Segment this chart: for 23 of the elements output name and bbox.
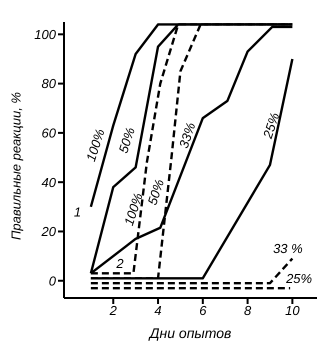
y-axis-title: Правильные реакции, % <box>8 92 24 240</box>
x-axis-title: Дни опытов <box>148 325 232 341</box>
text: 50% <box>144 177 167 207</box>
text: 50% <box>116 126 138 155</box>
x-tick-label: 6 <box>199 303 208 318</box>
series-label: 33 % <box>273 241 303 256</box>
series-label: 25% <box>285 270 312 286</box>
text: 25% <box>260 110 282 142</box>
x-tick-label: 8 <box>244 303 252 318</box>
annotation: 2 <box>115 256 124 271</box>
annotation: 1 <box>74 204 82 220</box>
text: 100% <box>83 127 108 164</box>
y-tick-label: 20 <box>40 224 57 240</box>
x-tick-label: 2 <box>108 303 118 318</box>
y-tick-label: 60 <box>42 126 57 141</box>
x-tick-label: 10 <box>285 303 300 318</box>
text: 100% <box>121 191 146 228</box>
x-tick-label: 4 <box>154 303 162 318</box>
y-tick-label: 0 <box>48 273 57 288</box>
y-tick-label: 100 <box>34 26 57 42</box>
y-tick-label: 40 <box>42 174 57 190</box>
y-tick-label: 80 <box>42 76 57 92</box>
text: 33% <box>176 120 198 150</box>
